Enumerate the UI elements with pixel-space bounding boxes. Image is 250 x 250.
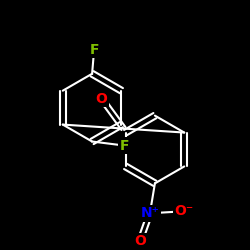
Text: F: F bbox=[119, 138, 129, 152]
Text: N⁺: N⁺ bbox=[140, 206, 159, 220]
Text: O: O bbox=[134, 234, 146, 248]
Text: O⁻: O⁻ bbox=[174, 204, 194, 218]
Text: F: F bbox=[89, 43, 99, 57]
Text: O: O bbox=[96, 92, 108, 106]
